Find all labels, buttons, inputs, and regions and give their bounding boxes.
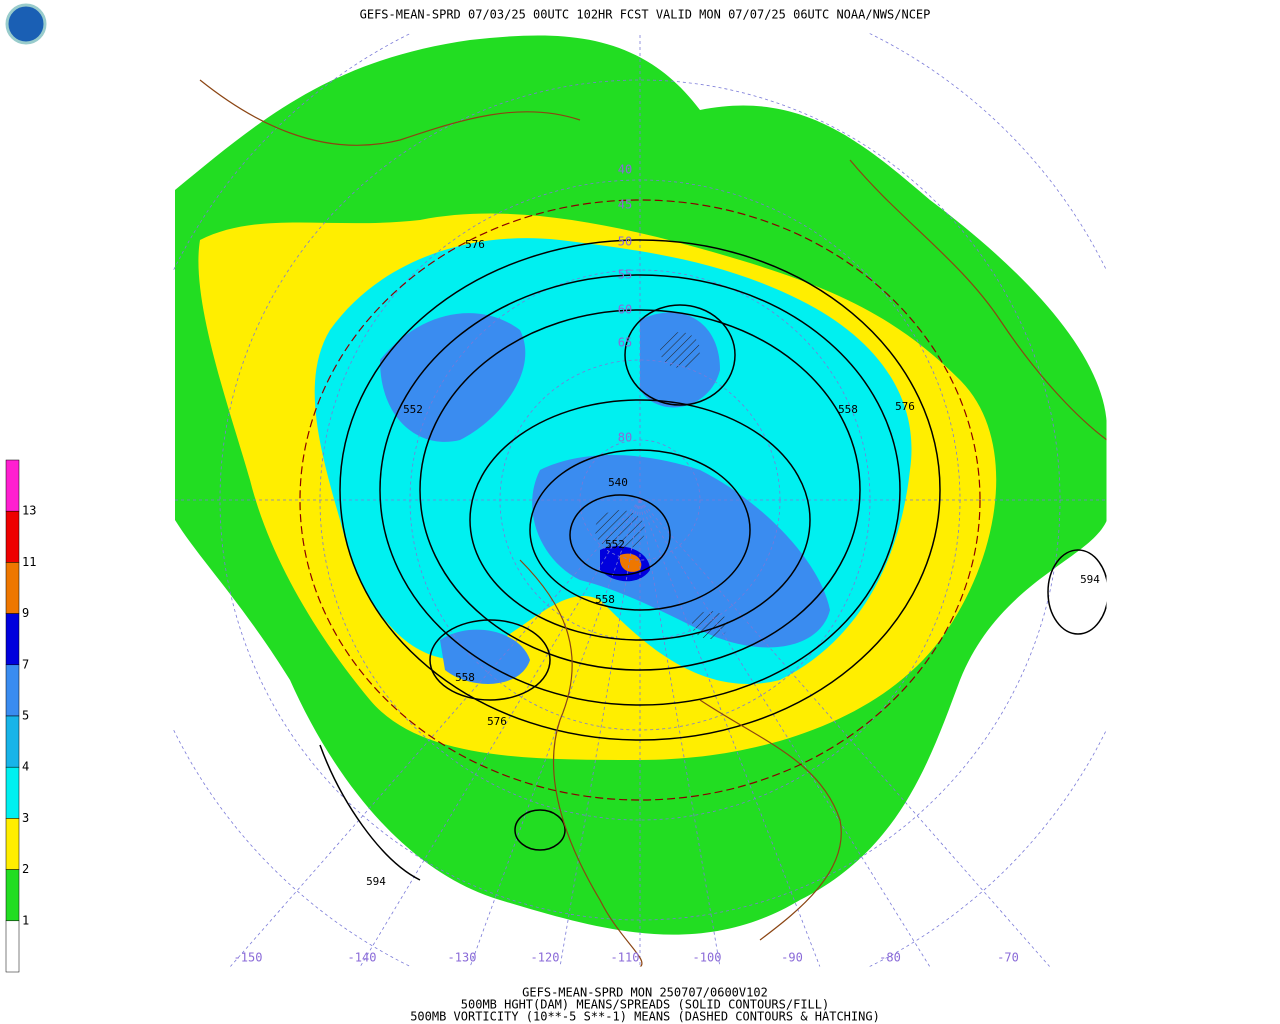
longitude-label: -140 <box>348 951 377 965</box>
colorbar-label: 9 <box>22 606 29 620</box>
colorbar-label: 7 <box>22 657 29 671</box>
latitude-label: 65 <box>618 336 632 350</box>
title: GEFS-MEAN-SPRD 07/03/25 00UTC 102HR FCST… <box>360 8 931 22</box>
contour-label: 558 <box>455 671 475 684</box>
contour-label: 558 <box>838 403 858 416</box>
contour-label: 552 <box>403 403 423 416</box>
colorbar-label: 1 <box>22 913 29 927</box>
colorbar-segment <box>5 920 20 973</box>
footer-line: 500MB VORTICITY (10**-5 S**-1) MEANS (DA… <box>410 1010 880 1024</box>
latitude-label: 45 <box>618 198 632 212</box>
colorbar-segment <box>5 459 20 512</box>
colorbar-segment <box>5 766 20 819</box>
contour-label: 552 <box>605 538 625 551</box>
contour-label: 540 <box>608 476 628 489</box>
latitude-label: 55 <box>618 268 632 282</box>
latitude-label: 60 <box>618 303 632 317</box>
map-frame <box>172 32 1108 968</box>
colorbar-label: 13 <box>22 504 36 518</box>
latitude-label: 50 <box>618 235 632 249</box>
longitude-label: -80 <box>879 951 901 965</box>
longitude-label: -150 <box>234 951 263 965</box>
colorbar-label: 2 <box>22 862 29 876</box>
colorbar-segment <box>5 664 20 717</box>
longitude-label: -90 <box>781 951 803 965</box>
colorbar-label: 3 <box>22 811 29 825</box>
footer-line: GEFS-MEAN-SPRD MON 250707/0600V102 <box>522 986 768 1000</box>
colorbar-segment <box>5 869 20 922</box>
footer-line: 500MB HGHT(DAM) MEANS/SPREADS (SOLID CON… <box>461 998 829 1012</box>
contour-label: 594 <box>1080 573 1100 586</box>
contour-label: 558 <box>595 593 615 606</box>
latitude-label: 80 <box>618 431 632 445</box>
contour-label: 576 <box>487 715 507 728</box>
longitude-label: -110 <box>611 951 640 965</box>
colorbar-label: 5 <box>22 709 29 723</box>
longitude-label: -120 <box>531 951 560 965</box>
colorbar-segment <box>5 562 20 614</box>
longitude-label: -100 <box>693 951 722 965</box>
colorbar-segment <box>5 510 20 563</box>
latitude-label: 40 <box>618 163 632 177</box>
longitude-label: -70 <box>997 951 1019 965</box>
map <box>173 33 1107 967</box>
colorbar-label: 4 <box>22 760 29 774</box>
colorbar-segment <box>5 818 20 870</box>
contour-label: 594 <box>366 875 386 888</box>
contour-label: 576 <box>465 238 485 251</box>
contour-label: 576 <box>895 400 915 413</box>
colorbar-segment <box>5 715 20 768</box>
longitude-label: -130 <box>448 951 477 965</box>
noaa-logo <box>5 3 47 45</box>
colorbar-segment <box>5 613 20 666</box>
colorbar-label: 11 <box>22 555 36 569</box>
